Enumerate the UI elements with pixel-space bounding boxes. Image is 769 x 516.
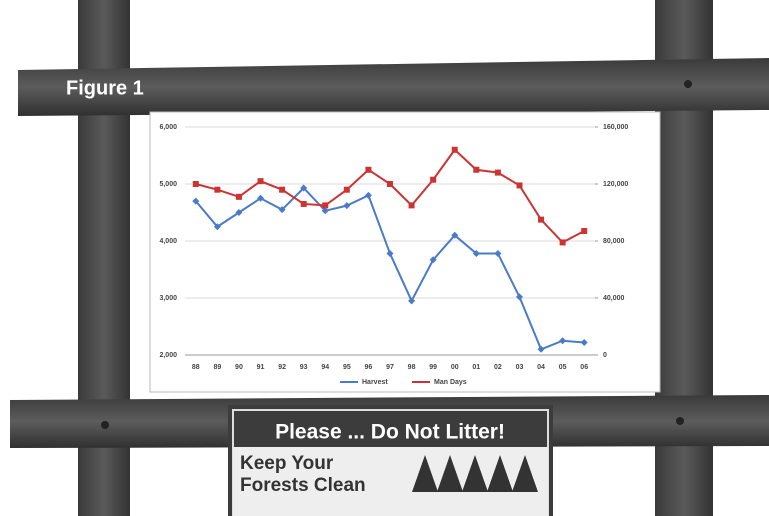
marker bbox=[409, 202, 415, 208]
x-tick-label: 89 bbox=[213, 364, 221, 371]
x-tick-label: 96 bbox=[365, 364, 373, 371]
x-tick-label: 03 bbox=[516, 364, 524, 371]
marker bbox=[560, 239, 566, 245]
marker bbox=[236, 194, 242, 200]
marker bbox=[279, 187, 285, 193]
x-tick-label: 05 bbox=[559, 364, 567, 371]
x-tick-label: 91 bbox=[257, 364, 265, 371]
y2-tick-label: 160,000 bbox=[603, 124, 628, 131]
marker bbox=[301, 201, 307, 207]
sign-headline: Please ... Do Not Litter! bbox=[275, 421, 505, 444]
marker bbox=[387, 181, 393, 187]
x-tick-label: 92 bbox=[278, 364, 286, 371]
x-tick-label: 93 bbox=[300, 364, 308, 371]
marker bbox=[365, 167, 371, 173]
legend-label: Man Days bbox=[434, 379, 467, 386]
y2-tick-label: 40,000 bbox=[603, 295, 625, 302]
y-tick-label: 4,000 bbox=[159, 238, 177, 245]
marker bbox=[538, 217, 544, 223]
y-tick-label: 3,000 bbox=[159, 295, 177, 302]
bolt bbox=[101, 421, 109, 429]
marker bbox=[258, 178, 264, 184]
chart-panel bbox=[150, 112, 660, 392]
marker bbox=[344, 187, 350, 193]
x-tick-label: 04 bbox=[537, 364, 545, 371]
bolt bbox=[676, 417, 684, 425]
marker bbox=[452, 147, 458, 153]
marker bbox=[516, 182, 522, 188]
y-tick-label: 6,000 bbox=[159, 124, 177, 131]
sign-line: Keep Your bbox=[240, 453, 334, 474]
marker bbox=[473, 167, 479, 173]
x-tick-label: 06 bbox=[580, 364, 588, 371]
marker bbox=[193, 181, 199, 187]
x-tick-label: 95 bbox=[343, 364, 351, 371]
y2-tick-label: 80,000 bbox=[603, 238, 625, 245]
marker bbox=[214, 187, 220, 193]
marker bbox=[430, 177, 436, 183]
x-tick-label: 88 bbox=[192, 364, 200, 371]
x-tick-label: 02 bbox=[494, 364, 502, 371]
y-tick-label: 5,000 bbox=[159, 181, 177, 188]
y2-tick-label: 0 bbox=[603, 352, 607, 359]
sign-line: Forests Clean bbox=[240, 475, 366, 496]
marker bbox=[322, 202, 328, 208]
figure-label: Figure 1 bbox=[66, 77, 144, 99]
marker bbox=[495, 170, 501, 176]
x-tick-label: 01 bbox=[472, 364, 480, 371]
x-tick-label: 90 bbox=[235, 364, 243, 371]
scene: Figure 1 2,000 3,000 4,000 5,000 6,000 0 40,00… bbox=[0, 0, 769, 516]
x-tick-label: 97 bbox=[386, 364, 394, 371]
x-tick-label: 00 bbox=[451, 364, 459, 371]
legend-label: Harvest bbox=[362, 379, 388, 386]
x-tick-label: 99 bbox=[429, 364, 437, 371]
y-tick-label: 2,000 bbox=[159, 352, 177, 359]
x-tick-label: 94 bbox=[321, 364, 329, 371]
bolt bbox=[684, 80, 692, 88]
marker bbox=[581, 228, 587, 234]
y2-tick-label: 120,000 bbox=[603, 181, 628, 188]
x-tick-label: 98 bbox=[408, 364, 416, 371]
